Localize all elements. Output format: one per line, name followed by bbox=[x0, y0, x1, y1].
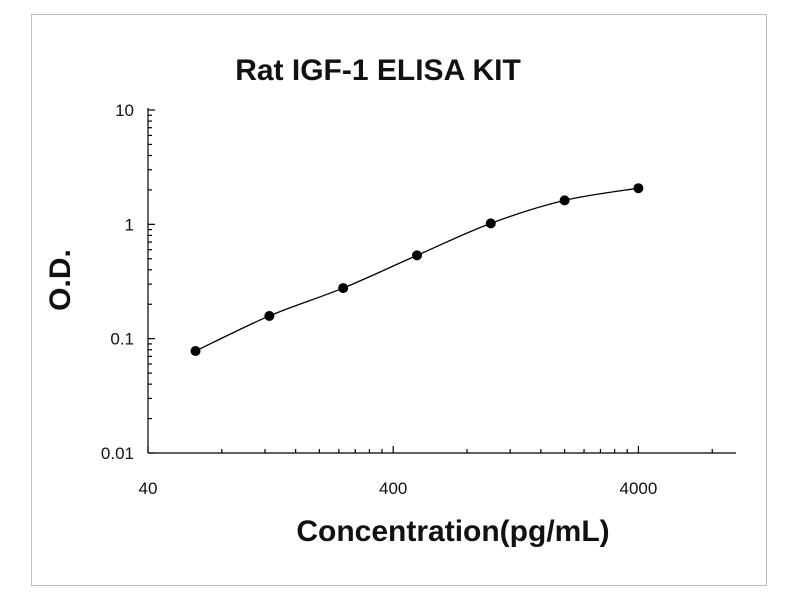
data-point bbox=[633, 183, 644, 194]
y-axis-label: O.D. bbox=[44, 249, 77, 311]
data-point bbox=[264, 310, 275, 321]
y-tick-label: 1 bbox=[125, 215, 134, 234]
x-tick-label: 4000 bbox=[620, 479, 658, 498]
y-axis-ticks bbox=[148, 109, 155, 454]
x-tick-label: 400 bbox=[379, 479, 407, 498]
data-points bbox=[190, 183, 644, 357]
x-axis-label: Concentration(pg/mL) bbox=[296, 515, 609, 548]
data-point bbox=[485, 218, 496, 229]
data-point bbox=[338, 283, 349, 294]
data-point bbox=[559, 195, 570, 206]
chart-title: Rat IGF-1 ELISA KIT bbox=[235, 54, 521, 87]
data-point bbox=[190, 346, 201, 357]
y-tick-label: 0.1 bbox=[110, 330, 134, 349]
fit-curve bbox=[195, 187, 639, 352]
chart-frame bbox=[31, 14, 767, 586]
data-point bbox=[411, 250, 422, 261]
x-axis-tick-labels: 40 400 4000 bbox=[139, 479, 658, 498]
x-axis-ticks bbox=[147, 446, 713, 453]
x-tick-label: 40 bbox=[139, 479, 158, 498]
y-tick-label: 0.01 bbox=[101, 444, 134, 463]
y-axis-tick-labels: 10 1 0.1 0.01 bbox=[101, 101, 134, 463]
y-tick-label: 10 bbox=[115, 101, 134, 120]
